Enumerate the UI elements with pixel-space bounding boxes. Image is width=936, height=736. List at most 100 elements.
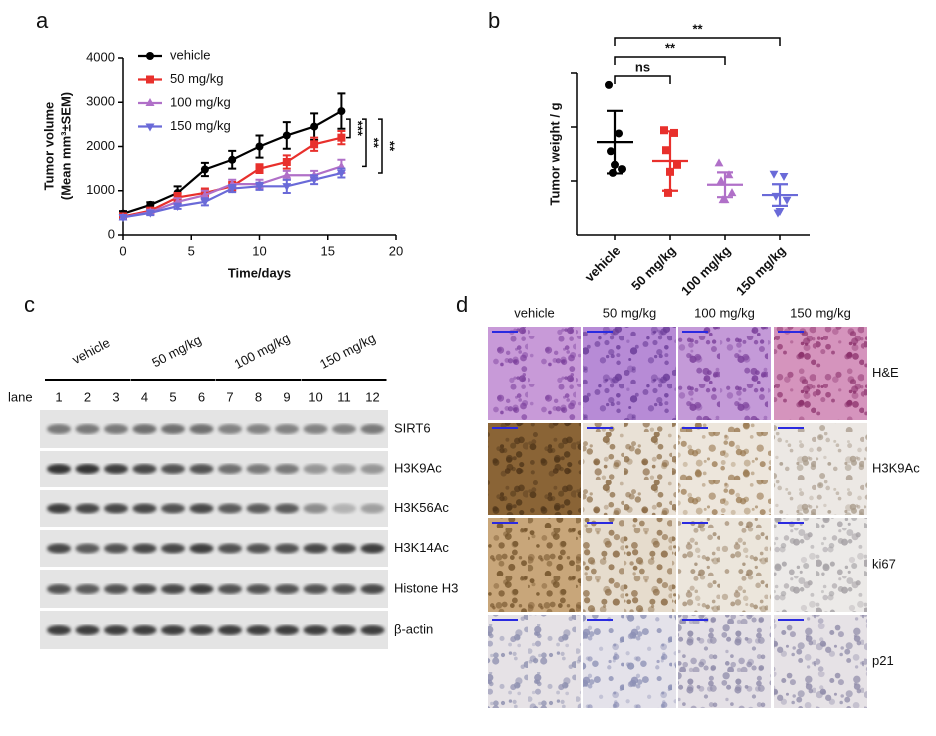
column-label: 150 mg/kg [790, 305, 851, 320]
blot-band [246, 625, 271, 635]
blot-band [161, 503, 185, 514]
significance-bracket [362, 118, 367, 168]
blot-band [47, 625, 71, 635]
blot-band [246, 424, 271, 434]
lane-number: 9 [283, 389, 290, 404]
blot-band [360, 464, 385, 474]
row-label: ki67 [872, 556, 896, 571]
legend-label: vehicle [170, 47, 210, 62]
marker [727, 188, 737, 197]
marker [670, 128, 678, 137]
blot-band [360, 424, 385, 434]
legend-label: 50 mg/kg [170, 71, 223, 86]
row-label: H3K9Ac [872, 460, 920, 475]
blot-band [75, 503, 100, 514]
tissue-image [488, 615, 581, 708]
marker [173, 203, 182, 212]
significance-bracket [614, 37, 781, 46]
lane-number: 11 [337, 389, 351, 404]
marker [228, 155, 237, 164]
x-tick-label: 10 [252, 243, 266, 258]
column-label: 100 mg/kg [694, 305, 755, 320]
blot-band [360, 503, 385, 514]
marker [779, 172, 789, 181]
blot-band [47, 584, 71, 594]
x-tick-label: vehicle [582, 243, 624, 285]
marker [662, 146, 670, 155]
marker [716, 176, 726, 185]
marker [200, 198, 210, 207]
lane-number: 2 [84, 389, 91, 404]
blot-band [47, 543, 71, 554]
blot-band [275, 625, 299, 635]
blot-band [132, 584, 157, 594]
blot-band [275, 464, 299, 474]
marker [309, 176, 319, 185]
significance-label: ** [692, 21, 703, 36]
protein-label: SIRT6 [394, 420, 431, 435]
legend-label: 150 mg/kg [170, 118, 231, 133]
blot-band [132, 424, 157, 434]
panel-label: d [456, 292, 468, 317]
lane-number: 6 [198, 389, 205, 404]
x-tick-label: 0 [119, 243, 126, 258]
sd-bar [662, 130, 678, 192]
blot-band [218, 424, 242, 434]
blot-band [161, 464, 185, 474]
y-tick-label: 2000 [86, 138, 115, 153]
blot-band [332, 543, 356, 554]
x-tick-label: 50 mg/kg [628, 243, 678, 293]
blot-band [75, 625, 100, 635]
panel-label: b [488, 8, 500, 33]
marker [769, 170, 779, 179]
blot-band [218, 625, 242, 635]
tissue-image [678, 615, 771, 708]
blot-band [161, 543, 185, 554]
tissue-image [488, 518, 581, 612]
marker [282, 183, 292, 192]
significance-label: ** [367, 138, 382, 149]
blot-band [332, 584, 356, 594]
lane-number: 8 [255, 389, 262, 404]
tissue-image [774, 423, 867, 515]
blot-band [332, 464, 356, 474]
blot-band [275, 584, 299, 594]
blot-band [189, 625, 214, 635]
x-tick-label: 100 mg/kg [678, 243, 734, 299]
blot-band [246, 584, 271, 594]
marker [607, 147, 615, 156]
blot-band [303, 584, 328, 594]
row-label: H&E [872, 365, 899, 380]
marker [255, 142, 264, 151]
legend-marker [145, 123, 155, 132]
series-line [122, 136, 342, 218]
blot-band [360, 625, 385, 635]
lane-label: lane [8, 389, 33, 404]
significance-label: ** [665, 40, 676, 55]
x-tick-label: 5 [188, 243, 195, 258]
blot-band [332, 503, 356, 514]
marker [282, 157, 291, 166]
protein-label: H3K56Ac [394, 500, 449, 515]
significance-label: ** [383, 141, 398, 152]
marker [664, 188, 672, 197]
lane-number: 10 [308, 389, 322, 404]
blot-band [360, 584, 385, 594]
blot-band [132, 543, 157, 554]
marker [200, 190, 210, 199]
lane-number: 12 [365, 389, 379, 404]
blot-band [303, 543, 328, 554]
group-label: 50 mg/kg [149, 332, 203, 370]
blot-band [218, 503, 242, 514]
marker [255, 183, 264, 192]
marker [615, 129, 623, 138]
blot-band [104, 464, 128, 474]
significance-label: *** [351, 121, 366, 137]
legend-marker [145, 98, 155, 106]
blot-band [303, 424, 328, 434]
legend-marker [146, 52, 154, 60]
tissue-image [583, 423, 676, 515]
blot-band [332, 625, 356, 635]
